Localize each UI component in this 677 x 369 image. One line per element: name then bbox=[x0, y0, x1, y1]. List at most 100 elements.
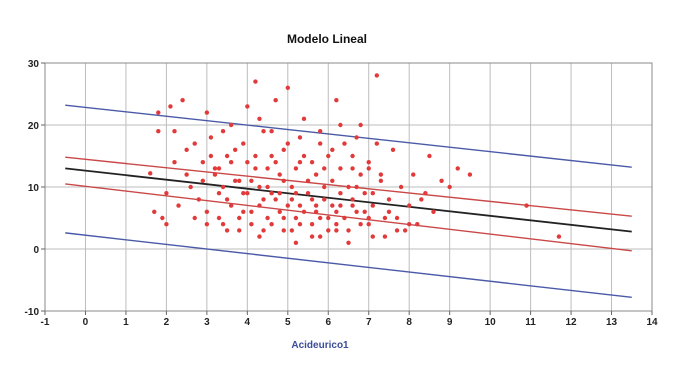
scatter-point bbox=[265, 184, 270, 190]
x-tick-label: 1 bbox=[123, 317, 129, 328]
scatter-point bbox=[338, 203, 343, 208]
scatter-point bbox=[415, 222, 420, 227]
x-tick-label: 10 bbox=[485, 317, 497, 328]
scatter-point bbox=[269, 129, 274, 134]
scatter-point bbox=[257, 116, 262, 122]
scatter-point bbox=[289, 197, 295, 202]
data-points bbox=[148, 73, 562, 245]
scatter-point bbox=[334, 222, 339, 227]
scatter-point bbox=[253, 166, 258, 171]
scatter-point bbox=[297, 203, 303, 208]
scatter-point bbox=[160, 215, 165, 221]
scatter-point bbox=[241, 141, 246, 146]
scatter-point bbox=[524, 203, 529, 208]
x-tick-label: 13 bbox=[606, 317, 618, 328]
chart-title: Modelo Lineal bbox=[287, 32, 367, 46]
scatter-point bbox=[346, 240, 351, 245]
regression-lines bbox=[65, 104, 632, 299]
scatter-point bbox=[402, 228, 408, 233]
scatter-point bbox=[326, 215, 331, 221]
scatter-point bbox=[289, 184, 295, 190]
scatter-point bbox=[305, 191, 311, 196]
scatter-point bbox=[285, 85, 290, 91]
prediction-upper-line bbox=[65, 104, 632, 168]
scatter-point bbox=[273, 98, 278, 103]
x-axis-ticks: -1 0 1 2 3 4 5 6 7 8 9 10 11 12 13 14 bbox=[41, 311, 658, 328]
scatter-point bbox=[241, 209, 246, 214]
scatter-point bbox=[411, 172, 416, 177]
x-axis-label: Acideurico1 bbox=[291, 340, 349, 351]
scatter-point bbox=[394, 228, 400, 233]
x-tick-label: 0 bbox=[83, 317, 89, 328]
scatter-point bbox=[326, 153, 331, 159]
scatter-point bbox=[277, 172, 282, 177]
scatter-point bbox=[168, 104, 173, 109]
scatter-point bbox=[176, 203, 181, 208]
scatter-point bbox=[277, 209, 282, 214]
scatter-point bbox=[293, 215, 299, 221]
scatter-point bbox=[467, 172, 473, 177]
scatter-point bbox=[366, 166, 371, 171]
scatter-point bbox=[204, 110, 210, 115]
scatter-point bbox=[253, 153, 258, 159]
scatter-point bbox=[297, 222, 303, 227]
scatter-point bbox=[309, 234, 315, 239]
scatter-point bbox=[317, 215, 323, 221]
scatter-point bbox=[245, 191, 250, 196]
scatter-point bbox=[374, 141, 380, 146]
scatter-point bbox=[277, 191, 282, 196]
scatter-point bbox=[317, 141, 323, 146]
scatter-point bbox=[330, 147, 335, 152]
scatter-point bbox=[164, 191, 169, 196]
scatter-point bbox=[249, 178, 254, 183]
x-tick-label: 4 bbox=[245, 317, 251, 328]
scatter-point bbox=[269, 153, 274, 159]
scatter-point bbox=[281, 228, 286, 233]
scatter-point bbox=[188, 184, 193, 190]
scatter-point bbox=[164, 222, 169, 227]
scatter-point bbox=[297, 160, 303, 165]
y-axis-ticks: -10 0 10 20 30 bbox=[25, 59, 45, 318]
scatter-point bbox=[313, 172, 319, 177]
scatter-point bbox=[342, 215, 347, 221]
scatter-point bbox=[317, 129, 323, 134]
scatter-point bbox=[350, 203, 355, 208]
scatter-point bbox=[265, 166, 270, 171]
x-tick-label: 6 bbox=[325, 317, 331, 328]
y-tick-label: -10 bbox=[25, 307, 40, 318]
scatter-point bbox=[237, 178, 242, 183]
scatter-point bbox=[184, 172, 189, 177]
scatter-point bbox=[407, 203, 412, 208]
scatter-point bbox=[281, 215, 286, 221]
scatter-point bbox=[354, 135, 359, 140]
confidence-lower-line bbox=[65, 183, 632, 252]
scatter-point bbox=[309, 160, 315, 165]
scatter-point bbox=[423, 191, 428, 196]
scatter-point bbox=[346, 184, 351, 190]
scatter-point bbox=[261, 197, 266, 202]
scatter-point bbox=[237, 228, 242, 233]
scatter-point bbox=[556, 234, 562, 239]
scatter-point bbox=[200, 160, 206, 165]
scatter-point bbox=[232, 178, 238, 183]
y-tick-label: 10 bbox=[28, 183, 40, 194]
scatter-point bbox=[370, 234, 375, 239]
scatter-point bbox=[366, 215, 371, 221]
scatter-point bbox=[382, 234, 388, 239]
scatter-point bbox=[269, 191, 274, 196]
scatter-point bbox=[208, 135, 214, 140]
scatter-point bbox=[257, 203, 262, 208]
scatter-point bbox=[386, 209, 392, 214]
scatter-point bbox=[253, 79, 258, 84]
scatter-point bbox=[378, 172, 384, 177]
scatter-point bbox=[156, 129, 161, 134]
scatter-point bbox=[224, 153, 230, 159]
scatter-point bbox=[322, 197, 327, 202]
x-tick-label: 9 bbox=[447, 317, 453, 328]
scatter-point bbox=[273, 197, 278, 202]
scatter-point bbox=[245, 160, 250, 165]
scatter-point bbox=[257, 184, 262, 190]
scatter-point bbox=[180, 98, 185, 103]
scatter-point bbox=[322, 184, 327, 190]
scatter-point bbox=[273, 160, 278, 165]
